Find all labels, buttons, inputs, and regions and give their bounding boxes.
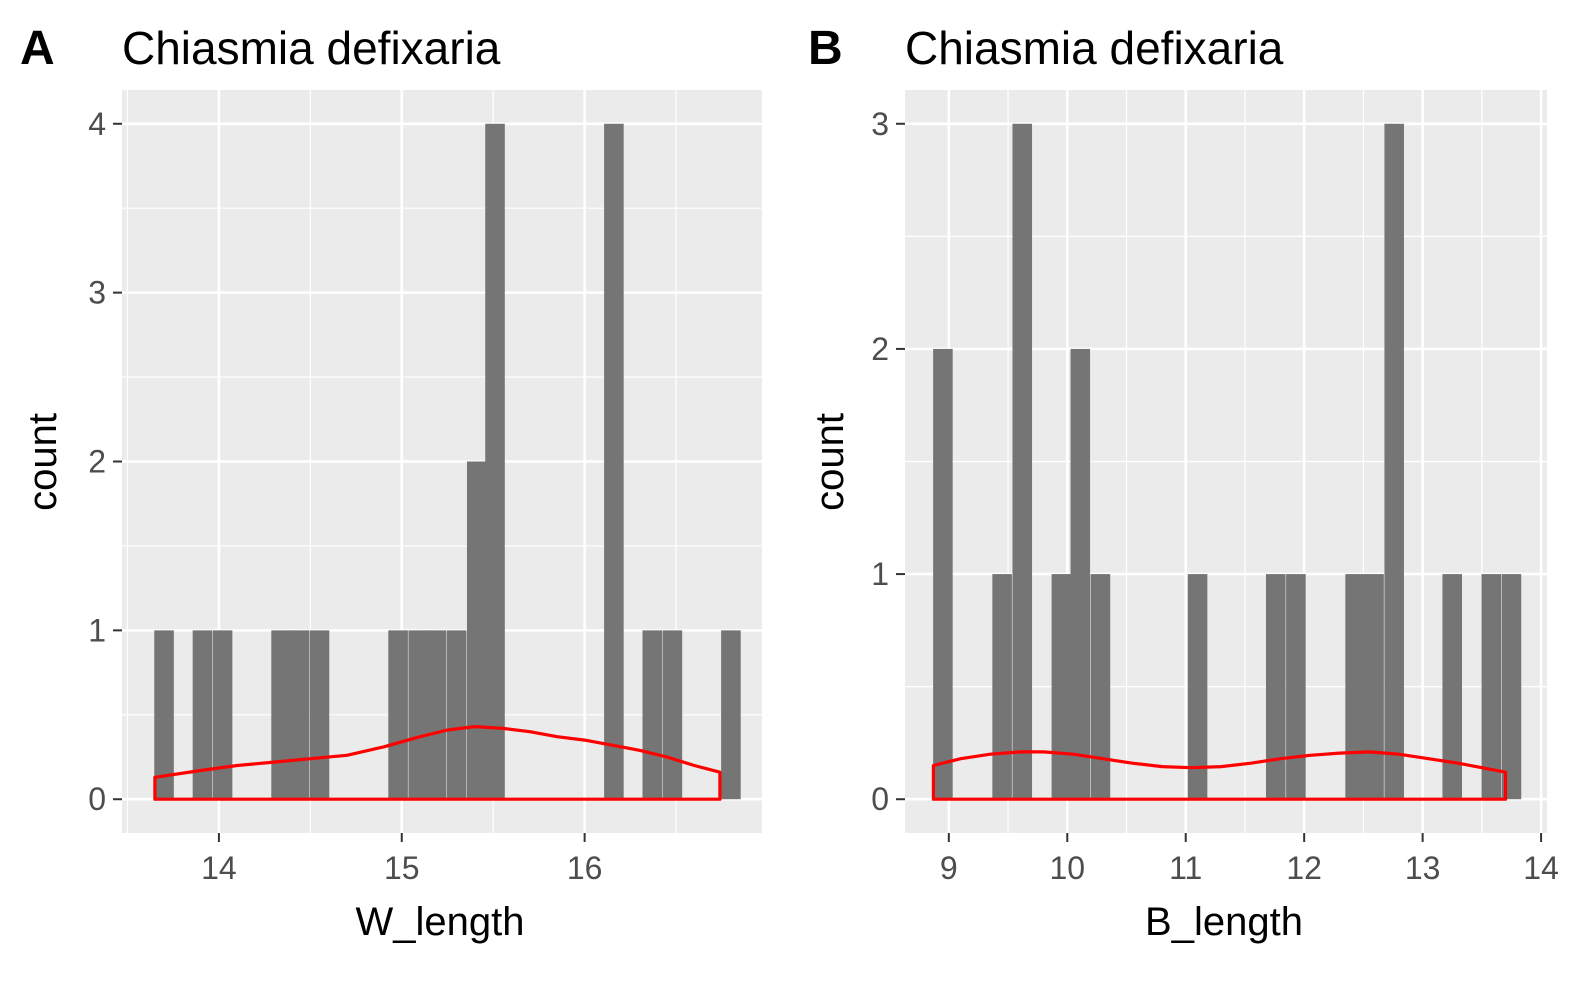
panel-b-x-tick-label: 14 (1523, 850, 1559, 886)
panel-b-x-ticks: 9 10 11 12 13 14 (940, 850, 1559, 886)
histogram-bar (1187, 574, 1208, 800)
histogram-bar (1286, 574, 1306, 800)
panel-a-y-tick-label: 2 (88, 444, 106, 480)
panel-a-title: Chiasmia defixaria (122, 22, 501, 74)
panel-b-x-tick-label: 11 (1169, 850, 1202, 886)
panel-a-x-ticks: 14 15 16 (201, 850, 602, 886)
histogram-bar (485, 123, 505, 800)
panel-b: B Chiasmia defixaria 9 10 11 12 13 14 0 … (808, 22, 1559, 944)
panel-a-label: A (20, 22, 55, 75)
panel-a-x-tick-label: 15 (384, 850, 420, 886)
histogram-bar (1265, 574, 1286, 800)
panel-b-title: Chiasmia defixaria (905, 22, 1284, 74)
histogram-bar (212, 630, 233, 800)
panel-a-y-tick-label: 0 (88, 781, 106, 817)
histogram-bar (466, 461, 487, 800)
panel-b-x-tick-label: 13 (1405, 850, 1441, 886)
panel-a-y-axis-title: count (21, 413, 65, 511)
histogram-bar (1384, 123, 1404, 800)
histogram-bar (309, 630, 330, 800)
histogram-bar (1345, 574, 1365, 800)
histogram-bar (642, 630, 663, 800)
panel-a-y-ticks: 0 1 2 3 4 (88, 106, 106, 817)
density-curve (153, 724, 722, 801)
panel-a-x-tick-label: 16 (567, 850, 603, 886)
panel-a-y-tick-label: 1 (88, 612, 106, 648)
histogram-bar (192, 630, 213, 800)
panel-b-x-tick-label: 9 (940, 850, 958, 886)
panel-b-x-tick-label: 10 (1049, 850, 1085, 886)
panel-b-plot (896, 90, 1547, 842)
panel-b-y-tick-label: 2 (871, 331, 889, 367)
histogram-bar (426, 630, 447, 800)
panel-b-y-tick-label: 0 (871, 781, 889, 817)
histogram-bar (721, 630, 741, 800)
histogram-bar (604, 123, 624, 800)
panel-b-y-tick-label: 1 (871, 556, 889, 592)
panel-b-x-tick-label: 12 (1286, 850, 1322, 886)
panel-a: A Chiasmia defixaria 14 15 16 0 1 2 3 4 … (20, 22, 762, 944)
panel-b-y-axis-title: count (808, 413, 852, 511)
histogram-bar (1070, 348, 1091, 800)
panel-b-label: B (808, 22, 843, 75)
histogram-bar (933, 348, 953, 800)
histogram-bar (662, 630, 683, 800)
histogram-bar (992, 574, 1012, 800)
panel-a-plot (113, 90, 762, 842)
panel-a-y-tick-label: 4 (88, 106, 106, 142)
histogram-bar (1442, 574, 1463, 800)
histogram-bar (1051, 574, 1072, 800)
panel-b-y-ticks: 0 1 2 3 (871, 106, 889, 817)
histogram-bar (1481, 574, 1502, 800)
panel-a-x-axis-title: W_length (356, 900, 525, 944)
histogram-bar (1364, 574, 1384, 800)
histogram-bar (1012, 123, 1033, 800)
histogram-bar (1090, 574, 1111, 800)
histogram-bar (1501, 574, 1522, 800)
density-curve (931, 750, 1508, 801)
histogram-bar (408, 630, 429, 800)
histogram-bar (289, 630, 310, 800)
histogram-bar (154, 630, 174, 800)
panel-b-y-tick-label: 3 (871, 106, 889, 142)
histogram-bar (388, 630, 408, 800)
panel-a-x-tick-label: 14 (201, 850, 237, 886)
panel-b-x-axis-title: B_length (1145, 900, 1303, 944)
panel-a-y-tick-label: 3 (88, 275, 106, 311)
histogram-bar (446, 630, 467, 800)
histogram-bar (271, 630, 291, 800)
